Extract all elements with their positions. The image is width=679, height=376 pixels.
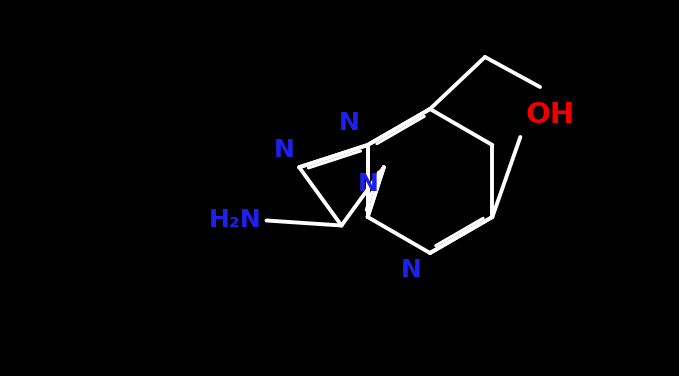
Text: N: N	[339, 111, 360, 135]
Text: OH: OH	[526, 101, 574, 129]
Text: N: N	[401, 258, 422, 282]
Text: N: N	[273, 138, 294, 162]
Text: N: N	[358, 172, 379, 196]
Text: H₂N: H₂N	[208, 209, 261, 232]
